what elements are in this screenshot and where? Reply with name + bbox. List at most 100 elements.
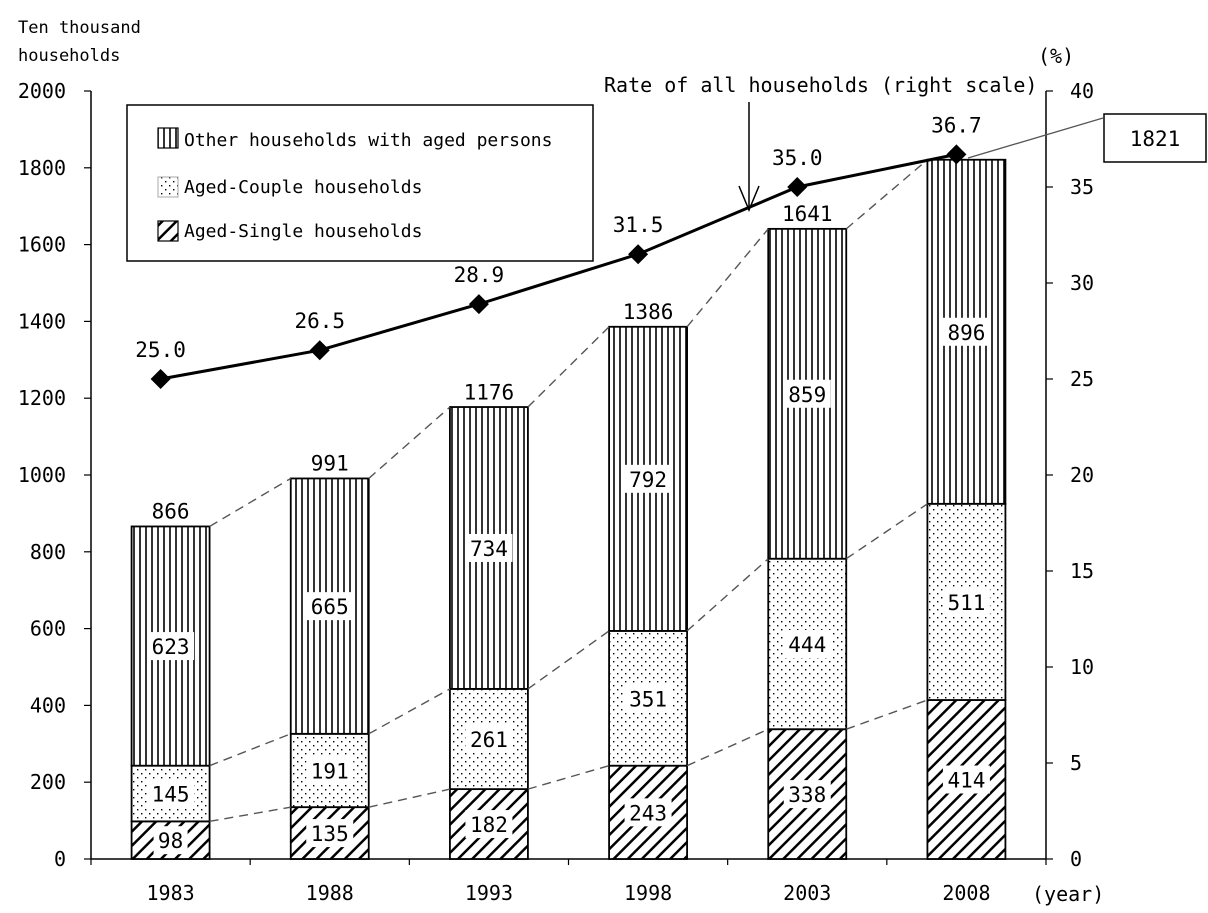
right-axis-title: (%) xyxy=(1038,44,1074,68)
rate-annotation-arrow xyxy=(738,102,760,212)
connector-line xyxy=(368,788,451,808)
segment-value-label: 896 xyxy=(947,321,985,345)
legend: Other households with aged persons Aged-… xyxy=(126,104,594,262)
segment-value-label: 623 xyxy=(152,635,190,659)
left-tick-label: 1800 xyxy=(18,156,66,180)
left-axis-title-line2: households xyxy=(18,46,120,66)
segment-label-bg xyxy=(783,379,831,408)
segment-value-label: 414 xyxy=(947,769,985,793)
callout-box xyxy=(1103,113,1207,163)
segment-value-label: 243 xyxy=(629,801,667,825)
connector-line xyxy=(686,558,769,632)
rate-value-label: 36.7 xyxy=(931,113,982,137)
rate-marker xyxy=(787,177,808,197)
segment-label-bg xyxy=(783,780,831,809)
left-tick-label: 2000 xyxy=(18,79,66,103)
segment-value-label: 261 xyxy=(470,728,508,752)
rate-line: 25.0 26.5 28.9 31.5 35.0 36.7 xyxy=(135,113,982,389)
bars xyxy=(130,158,1007,860)
segment-value-label: 145 xyxy=(152,783,190,807)
segment-label-bg xyxy=(465,725,513,753)
left-tick-label: 1400 xyxy=(18,309,66,333)
connector-line xyxy=(527,326,610,408)
right-tick-label: 25 xyxy=(1070,367,1094,391)
legend-swatch-single xyxy=(157,220,179,242)
segment-label-bg xyxy=(942,765,990,794)
segment-label-bg xyxy=(153,826,188,855)
total-value-label: 866 xyxy=(152,499,190,523)
connector-lines xyxy=(209,159,928,823)
rate-marker xyxy=(309,340,330,361)
connector-line xyxy=(527,765,610,790)
segment-label-bg xyxy=(147,632,195,661)
connector-line xyxy=(846,699,928,730)
rate-value-label: 35.0 xyxy=(772,146,823,170)
bar-segment xyxy=(289,806,370,860)
connector-line xyxy=(368,688,451,735)
x-tick-label: 1998 xyxy=(624,881,672,905)
segment-value-label: 135 xyxy=(311,822,349,846)
connector-line xyxy=(368,406,451,479)
legend-box xyxy=(126,104,594,262)
segment-label-bg xyxy=(147,779,195,808)
total-value-label: 1386 xyxy=(623,300,674,324)
right-tick-label: 35 xyxy=(1070,175,1094,199)
right-tick-label: 10 xyxy=(1070,655,1094,679)
value-labels: 98 145 623 866 135 191 665 991 182 261 734 1176 243 3… xyxy=(147,202,990,855)
segment-value-label: 182 xyxy=(470,813,508,837)
x-axis-unit: (year) xyxy=(1032,882,1104,906)
x-tick-label: 2008 xyxy=(942,881,990,905)
connector-line xyxy=(209,806,291,823)
total-value-label: 991 xyxy=(311,451,349,475)
x-tick-label: 1983 xyxy=(146,881,194,905)
rate-value-label: 28.9 xyxy=(454,263,505,287)
x-tick-label: 1993 xyxy=(465,881,513,905)
segment-label-bg xyxy=(306,819,354,848)
right-tick-label: 30 xyxy=(1070,271,1094,295)
connector-line xyxy=(686,228,769,328)
connector-line xyxy=(845,159,928,230)
legend-swatch-other xyxy=(157,127,179,149)
left-tick-label: 0 xyxy=(54,847,66,871)
segment-label-bg xyxy=(465,533,513,562)
segment-value-label: 859 xyxy=(788,383,826,407)
segment-label-bg xyxy=(783,629,831,658)
rate-value-label: 26.5 xyxy=(294,309,345,333)
callout-leader-line xyxy=(967,117,1104,159)
segment-label-bg xyxy=(306,592,354,621)
rate-value-label: 25.0 xyxy=(135,338,186,362)
left-tick-label: 1000 xyxy=(18,463,66,487)
segment-label-bg xyxy=(624,798,672,827)
rate-value-label: 31.5 xyxy=(613,213,664,237)
segment-value-label: 792 xyxy=(629,468,667,492)
connector-line xyxy=(845,503,928,560)
rate-marker xyxy=(150,369,171,389)
connector-line xyxy=(209,733,292,767)
segment-value-label: 351 xyxy=(629,687,667,711)
segment-label-bg xyxy=(624,464,672,493)
connector-line xyxy=(686,728,769,767)
left-tick-label: 600 xyxy=(30,617,66,641)
right-tick-label: 5 xyxy=(1070,751,1082,775)
segment-label-bg xyxy=(306,756,354,785)
connector-line xyxy=(527,630,610,690)
rate-marker xyxy=(946,144,967,165)
left-axis-title-line1: Ten thousand xyxy=(18,18,141,38)
segment-value-label: 511 xyxy=(947,591,985,615)
legend-label-other: Other households with aged persons xyxy=(184,130,552,151)
legend-swatch-couple xyxy=(157,176,179,198)
right-tick-label: 20 xyxy=(1070,463,1094,487)
arrow-head xyxy=(738,185,760,212)
rate-annotation: Rate of all households (right scale) xyxy=(604,73,1037,97)
left-tick-label: 800 xyxy=(30,540,66,564)
segment-label-bg xyxy=(624,684,672,713)
left-tick-label: 1600 xyxy=(18,233,66,257)
connector-line xyxy=(209,477,292,528)
x-tick-label: 1988 xyxy=(306,881,354,905)
segment-label-bg xyxy=(942,587,990,616)
segment-value-label: 734 xyxy=(470,537,508,561)
right-tick-label: 15 xyxy=(1070,559,1094,583)
callout-value: 1821 xyxy=(1130,127,1181,151)
legend-label-single: Aged-Single households xyxy=(184,221,422,242)
